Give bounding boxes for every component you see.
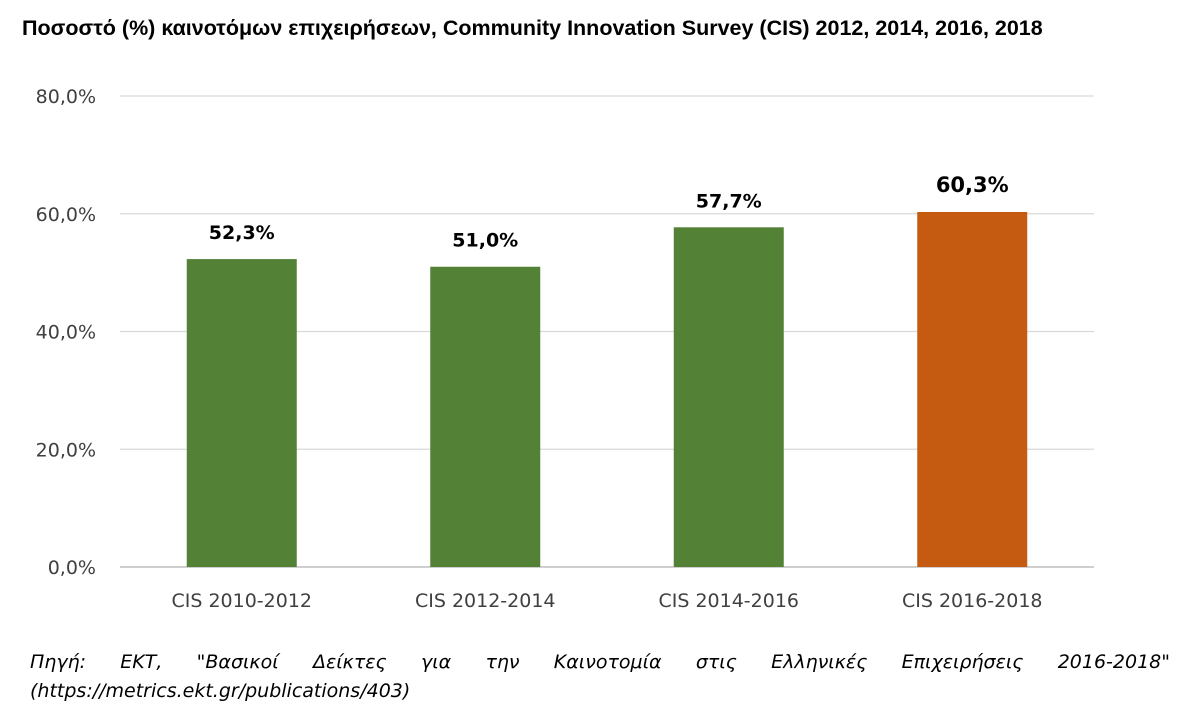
data-label: 51,0% [452, 230, 518, 252]
y-tick-label: 60,0% [36, 204, 96, 226]
source-line-2: (https://metrics.ekt.gr/publications/403… [30, 680, 411, 702]
data-label: 60,3% [936, 173, 1009, 197]
x-category-label: CIS 2012-2014 [415, 590, 556, 612]
y-tick-label: 80,0% [36, 86, 96, 108]
chart-title: Ποσοστό (%) καινοτόμων επιχειρήσεων, Com… [22, 16, 1043, 40]
bar-chart: 0,0% 20,0% 40,0% 60,0% 80,0% 52,3% 51,0% 57,7%… [36, 86, 1094, 612]
data-label: 57,7% [696, 190, 762, 212]
source-note: Πηγή: ΕΚΤ, "Βασικοί Δείκτες για την Καιν… [30, 648, 1170, 706]
y-tick-label: 20,0% [36, 439, 96, 461]
bar [430, 266, 541, 567]
bar [673, 227, 784, 567]
y-axis-ticks: 0,0% 20,0% 40,0% 60,0% 80,0% [36, 86, 96, 579]
x-category-label: CIS 2014-2016 [658, 590, 799, 612]
data-label: 52,3% [209, 222, 275, 244]
bars [186, 211, 1028, 567]
source-line-1: Πηγή: ΕΚΤ, "Βασικοί Δείκτες για την Καιν… [30, 651, 1170, 673]
bar [917, 211, 1028, 567]
x-category-label: CIS 2016-2018 [902, 590, 1043, 612]
y-tick-label: 0,0% [48, 557, 96, 579]
y-tick-label: 40,0% [36, 322, 96, 344]
data-labels: 52,3% 51,0% 57,7% 60,3% [209, 173, 1009, 252]
x-axis-categories: CIS 2010-2012 CIS 2012-2014 CIS 2014-2016 C… [171, 590, 1042, 612]
x-category-label: CIS 2010-2012 [171, 590, 312, 612]
bar [186, 259, 297, 567]
